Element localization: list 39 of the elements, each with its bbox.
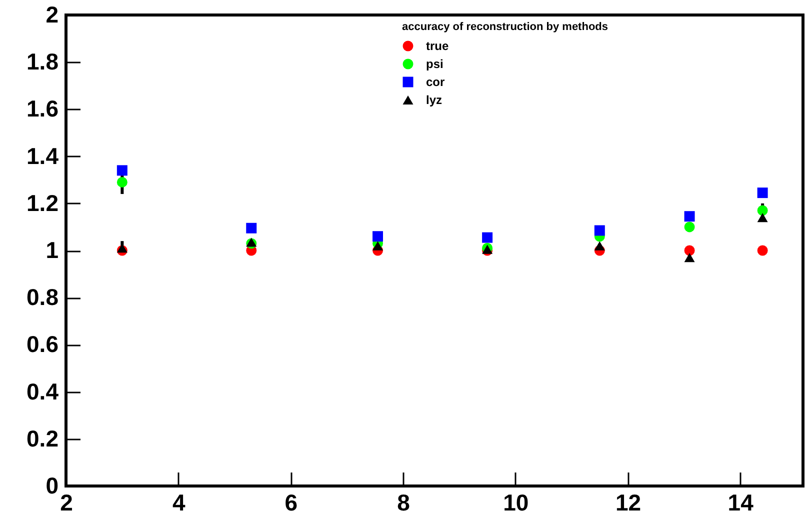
x-tick-label: 4	[172, 490, 186, 516]
y-tick-label: 1.4	[26, 142, 59, 169]
point	[757, 188, 768, 198]
point	[594, 241, 605, 250]
legend-label: true	[426, 39, 449, 53]
y-tick-label: 1	[46, 237, 59, 263]
legend-label: lyz	[426, 93, 442, 107]
point	[482, 232, 493, 243]
y-tick-label: 0.4	[26, 378, 59, 404]
legend-title: accuracy of reconstruction by methods	[402, 21, 608, 33]
point	[246, 222, 257, 234]
y-tick-label: 0	[46, 472, 58, 498]
point	[372, 241, 384, 250]
y-tick-label: 2	[46, 2, 58, 28]
legend-label: cor	[426, 75, 446, 89]
point	[116, 176, 128, 188]
y-tick-label: 1.8	[26, 48, 59, 75]
x-tick-label: 6	[284, 490, 298, 516]
y-tick-label: 0.8	[26, 284, 59, 310]
x-tick-label: 10	[503, 490, 529, 516]
x-tick-label: 12	[615, 490, 642, 516]
point	[116, 244, 128, 253]
point	[372, 231, 384, 242]
y-tick-label: 1.2	[26, 190, 58, 216]
point	[684, 245, 695, 256]
point	[757, 212, 768, 222]
point	[594, 225, 605, 236]
x-tick-label: 14	[728, 490, 754, 516]
legend-label: psi	[426, 57, 444, 71]
point	[684, 211, 695, 222]
point	[116, 165, 128, 176]
point	[757, 245, 768, 256]
point	[684, 253, 695, 262]
x-tick-label: 8	[397, 490, 410, 516]
y-tick-label: 1.6	[26, 96, 58, 122]
y-tick-label: 0.6	[26, 331, 58, 358]
point	[757, 205, 768, 216]
y-tick-label: 0.2	[26, 425, 58, 452]
point	[684, 222, 695, 232]
